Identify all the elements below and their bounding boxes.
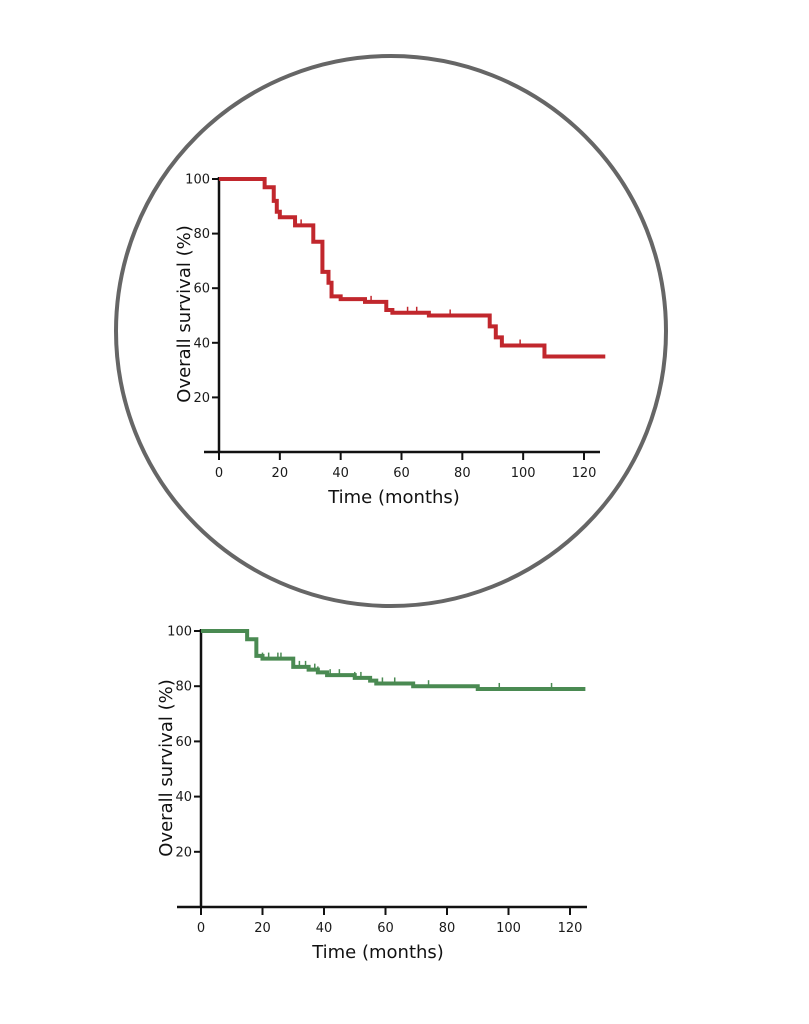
bottom-y-axis-title: Overall survival (%): [156, 679, 177, 856]
top-survival-chart: 20 40 60 80 100 0 20 40 60 80 100 120 Time (months)…: [174, 173, 606, 508]
x-tick-label: 100: [496, 921, 521, 936]
x-tick-label: 0: [215, 466, 223, 481]
survival-step-line: [201, 629, 586, 691]
y-tick-label: 40: [193, 336, 210, 351]
y-tick-label: 40: [175, 790, 192, 805]
x-tick-label: 80: [439, 921, 456, 936]
bottom-survival-chart: 20 40 60 80 100 0 20 40 60 80 100 120 Time (months)…: [156, 625, 587, 963]
x-tick-label: 80: [454, 466, 471, 481]
x-tick-label: 100: [511, 466, 536, 481]
x-tick-label: 20: [254, 921, 271, 936]
x-tick-label: 120: [572, 466, 597, 481]
y-tick-label: 60: [193, 282, 210, 297]
y-tick-label: 60: [175, 735, 192, 750]
highlight-circle: [114, 54, 668, 608]
top-survival-curve: [219, 177, 606, 359]
x-tick-label: 60: [393, 466, 410, 481]
y-tick-label: 100: [185, 173, 210, 188]
top-y-axis-title: Overall survival (%): [174, 225, 195, 402]
x-tick-label: 60: [377, 921, 394, 936]
y-tick-label: 20: [193, 391, 210, 406]
bottom-survival-curve: [201, 629, 586, 691]
y-tick-label: 100: [167, 625, 192, 640]
y-tick-label: 80: [175, 680, 192, 695]
x-tick-label: 0: [197, 921, 205, 936]
survival-step-line: [219, 177, 606, 359]
bottom-chart-axes: 20 40 60 80 100 0 20 40 60 80 100 120: [167, 625, 587, 936]
bottom-x-axis-title: Time (months): [311, 942, 444, 963]
x-tick-label: 40: [332, 466, 349, 481]
top-chart-axes: 20 40 60 80 100 0 20 40 60 80 100 120: [185, 173, 600, 481]
x-tick-label: 40: [316, 921, 333, 936]
y-tick-label: 20: [175, 845, 192, 860]
x-tick-label: 120: [558, 921, 583, 936]
x-tick-label: 20: [272, 466, 289, 481]
y-tick-label: 80: [193, 227, 210, 242]
top-x-axis-title: Time (months): [327, 487, 460, 508]
